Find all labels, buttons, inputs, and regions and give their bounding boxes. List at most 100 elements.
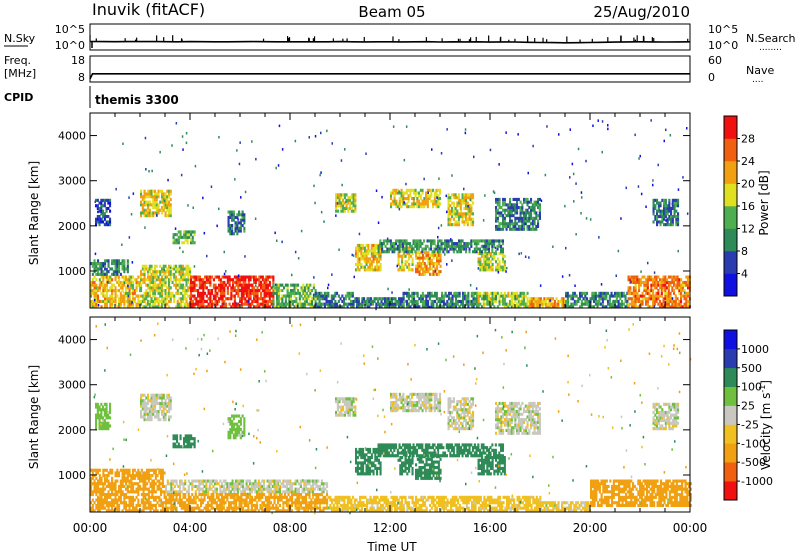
range-cell: [90, 291, 93, 295]
range-cell: [162, 200, 165, 204]
range-cell: [378, 302, 381, 306]
range-cell: [500, 294, 503, 298]
range-cell: [484, 268, 487, 272]
range-cell: [646, 289, 649, 293]
noise-right-label: N.Search: [746, 32, 796, 45]
range-cell: [221, 299, 224, 303]
range-cell: [219, 289, 222, 293]
range-cell: [355, 268, 358, 272]
range-cell: [367, 268, 370, 272]
range-cell: [336, 204, 339, 208]
scatter-echo: [255, 157, 257, 161]
range-cell: [137, 294, 140, 298]
range-cell: [163, 495, 166, 499]
range-cell: [114, 291, 117, 295]
range-cell: [111, 267, 114, 271]
range-cell: [482, 294, 485, 298]
range-cell: [349, 196, 352, 200]
range-cell: [505, 208, 508, 212]
range-cell: [143, 291, 146, 295]
range-cell: [363, 299, 366, 303]
range-cell: [421, 188, 424, 192]
range-cell: [102, 262, 105, 266]
range-cell: [288, 299, 291, 303]
range-cell: [420, 299, 423, 303]
range-cell: [143, 299, 146, 303]
range-cell: [226, 291, 229, 295]
range-cell: [156, 495, 159, 499]
range-cell: [145, 305, 148, 309]
range-cell: [207, 302, 210, 306]
range-cell: [161, 208, 164, 212]
range-cell: [449, 212, 452, 216]
range-cell: [226, 280, 229, 284]
range-cell: [675, 217, 678, 221]
noise-panel: N.Sky 10^5 10^0 10^5 10^0 N.Search .....…: [4, 23, 796, 53]
cpid-row: CPID themis 3300: [4, 86, 179, 108]
range-cell: [552, 297, 555, 301]
scatter-echo: [540, 199, 543, 202]
range-cell: [650, 275, 653, 279]
range-cell: [533, 206, 536, 210]
range-cell: [622, 291, 625, 295]
scatter-echo: [254, 217, 257, 220]
range-cell: [252, 487, 255, 491]
range-cell: [519, 216, 522, 220]
scatter-echo: [445, 194, 447, 198]
range-cell: [417, 247, 420, 251]
range-cell: [426, 188, 429, 192]
scatter-echo: [297, 257, 300, 260]
range-cell: [132, 289, 135, 293]
range-cell: [187, 294, 190, 298]
range-cell: [268, 283, 271, 287]
scatter-echo: [482, 219, 485, 222]
range-cell: [495, 227, 498, 231]
range-cell: [244, 280, 247, 284]
range-cell: [195, 302, 198, 306]
range-cell: [216, 294, 219, 298]
range-cell: [166, 294, 169, 298]
range-cell: [481, 254, 484, 258]
range-cell: [495, 214, 498, 218]
range-cell: [236, 490, 239, 494]
range-cell: [340, 193, 343, 197]
range-cell: [670, 223, 673, 227]
range-cell: [95, 487, 98, 491]
range-cell: [104, 495, 107, 499]
range-cell: [435, 205, 438, 209]
range-cell: [258, 297, 261, 301]
range-cell: [523, 302, 526, 306]
range-cell: [152, 289, 155, 293]
range-cell: [251, 289, 254, 293]
range-cell: [442, 294, 445, 298]
range-cell: [164, 197, 167, 201]
range-cell: [193, 230, 196, 234]
range-cell: [193, 280, 196, 284]
range-cell: [425, 305, 428, 309]
range-cell: [641, 280, 644, 284]
range-cell: [368, 299, 371, 303]
range-cell: [266, 484, 269, 488]
scatter-echo: [440, 224, 443, 227]
range-cell: [190, 233, 193, 237]
range-cell: [531, 206, 534, 210]
range-cell: [158, 468, 161, 472]
range-cell: [462, 294, 465, 298]
range-cell: [118, 487, 121, 491]
range-cell: [507, 206, 510, 210]
range-cell: [352, 305, 355, 309]
range-cell: [560, 299, 563, 303]
range-cell: [157, 302, 160, 306]
range-cell: [107, 215, 110, 219]
range-cell: [446, 302, 449, 306]
range-cell: [147, 270, 150, 274]
range-cell: [445, 242, 448, 246]
scatter-echo: [639, 154, 641, 158]
range-cell: [261, 289, 264, 293]
range-cell: [660, 291, 663, 295]
range-cell: [395, 239, 398, 243]
range-cell: [425, 191, 428, 195]
range-cell: [671, 275, 674, 279]
range-cell: [374, 252, 377, 256]
range-cell: [126, 509, 129, 513]
